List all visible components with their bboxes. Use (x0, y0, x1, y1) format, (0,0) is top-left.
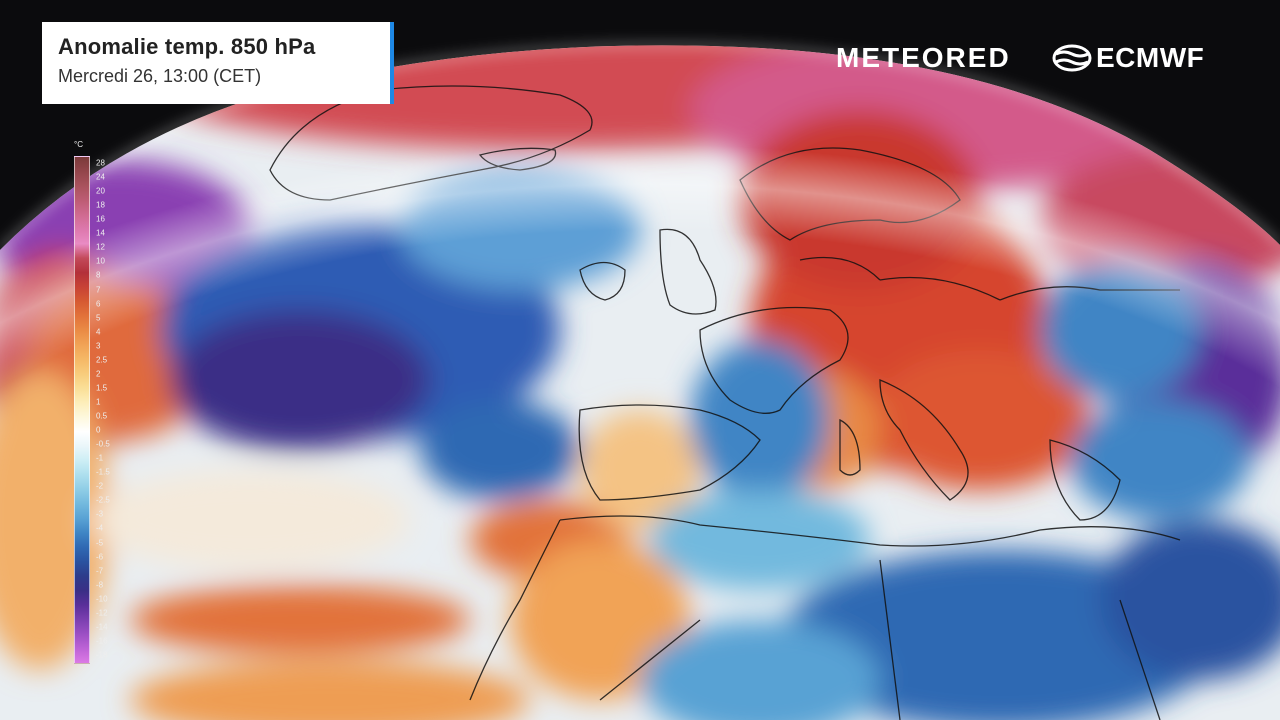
legend-tick-label: -18 (96, 650, 108, 660)
legend-color-bar (74, 156, 90, 664)
legend-tick-label: 24 (96, 172, 105, 182)
legend-tick-label: 16 (96, 214, 105, 224)
color-legend: °C 28 24 20 18 16 14 12 10 8 7 6 5 4 3 2.5 2 1.5 1 0.5 0 -0.… (72, 140, 112, 664)
title-panel: Anomalie temp. 850 hPa Mercredi 26, 13:0… (42, 22, 394, 104)
map-title: Anomalie temp. 850 hPa (58, 34, 316, 59)
legend-tick-label: 0.5 (96, 411, 108, 421)
legend-tick-label: 28 (96, 158, 105, 168)
legend-tick-label: 10 (96, 256, 105, 266)
legend-tick-label: 7 (96, 285, 101, 295)
ecmwf-logo: ECMWF (1052, 42, 1204, 74)
legend-tick-label: -14 (96, 622, 108, 632)
map-subtitle: Mercredi 26, 13:00 (CET) (58, 66, 262, 86)
legend-tick-label: 8 (96, 270, 101, 280)
legend-tick-label: -4 (96, 523, 104, 533)
legend-tick-label: -1.5 (96, 467, 110, 477)
legend-tick-label: 1.5 (96, 383, 108, 393)
legend-tick-label: 6 (96, 299, 101, 309)
legend-tick-label: 20 (96, 186, 105, 196)
legend-tick-label: 14 (96, 228, 105, 238)
legend-tick-label: -6 (96, 552, 104, 562)
legend-tick-label: -2.5 (96, 495, 110, 505)
meteored-logo: METEORED (836, 42, 1011, 74)
legend-tick-label: 18 (96, 200, 105, 210)
legend-unit: °C (74, 140, 83, 149)
legend-tick-label: -12 (96, 608, 108, 618)
legend-tick-label: 4 (96, 327, 101, 337)
legend-tick-label: -7 (96, 566, 104, 576)
legend-tick-label: -0.5 (96, 439, 110, 449)
legend-tick-label: 3 (96, 341, 101, 351)
legend-tick-label: -2 (96, 481, 104, 491)
legend-tick-label: 1 (96, 397, 101, 407)
legend-tick-label: 0 (96, 425, 101, 435)
legend-tick-label: 2.5 (96, 355, 108, 365)
meteored-wordmark: METEORED (836, 42, 1011, 73)
legend-tick-label: -3 (96, 509, 104, 519)
legend-tick-label: -8 (96, 580, 104, 590)
legend-tick-label: 5 (96, 313, 101, 323)
legend-tick-label: -10 (96, 594, 108, 604)
legend-tick-label: -16 (96, 636, 108, 646)
legend-tick-label: -5 (96, 538, 104, 548)
legend-tick-label: 2 (96, 369, 101, 379)
ecmwf-wordmark: ECMWF (1096, 42, 1205, 73)
legend-tick-label: 12 (96, 242, 105, 252)
legend-tick-label: -1 (96, 453, 104, 463)
ecmwf-emblem-icon (1052, 44, 1092, 72)
